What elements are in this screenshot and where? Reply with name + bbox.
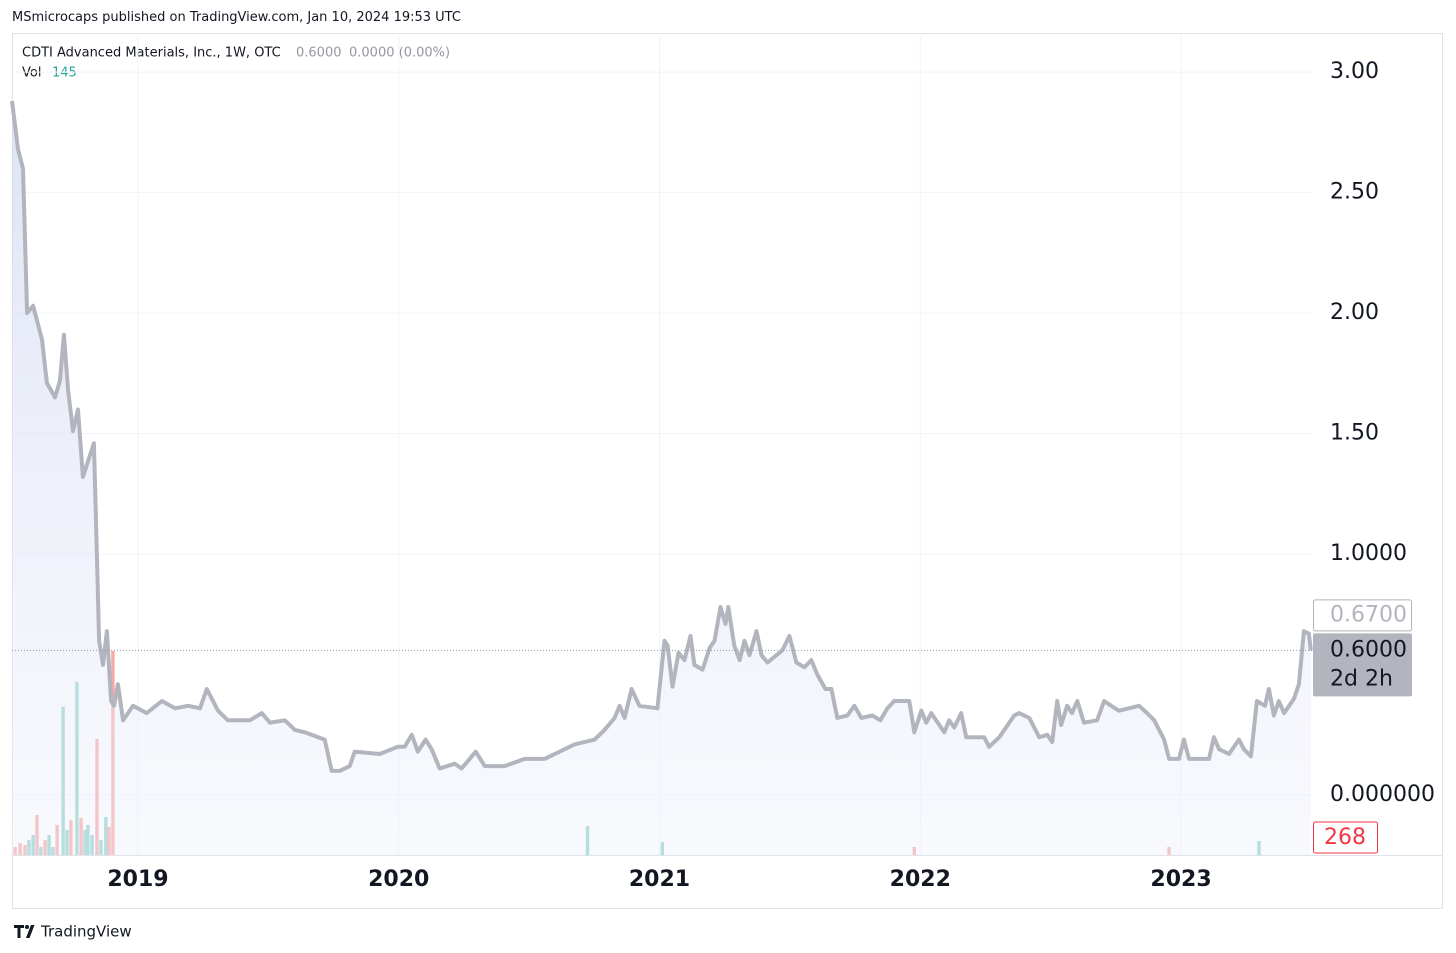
footer-brand: TradingView [40, 923, 132, 941]
footer-logo [14, 925, 35, 938]
x-tick-label: 2022 [890, 867, 951, 892]
y-tick-label: 1.50 [1330, 421, 1379, 446]
y-tick-label: 0.000000 [1330, 782, 1435, 807]
y-tick-label: 1.0000 [1330, 541, 1407, 566]
y-tick-label: 3.00 [1330, 59, 1379, 84]
prev-close-box [1313, 599, 1412, 632]
volume-last-label: 268 [1324, 825, 1366, 850]
legend-volume-value: 145 [52, 66, 77, 81]
publisher-line: MSmicrocaps published on TradingView.com… [12, 10, 461, 25]
x-tick-label: 2021 [629, 867, 690, 892]
y-tick-label: 2.50 [1330, 180, 1379, 205]
x-tick-label: 2020 [368, 867, 429, 892]
volume-last-box [1313, 821, 1378, 854]
chart-title: CDTI Advanced Materials, Inc., 1W, OTC [22, 46, 281, 61]
last-price-box [1313, 633, 1412, 697]
price-line [10, 100, 1313, 773]
last-price-label: 0.6000 [1330, 637, 1407, 662]
x-tick-label: 2023 [1150, 867, 1211, 892]
legend-change: 0.0000 (0.00%) [349, 46, 450, 61]
legend-price: 0.6000 [296, 46, 342, 61]
prev-close-label: 0.6700 [1330, 602, 1407, 627]
logo-icon [14, 925, 35, 938]
area-fill [12, 101, 1311, 855]
logo-dot [25, 925, 29, 929]
x-tick-label: 2019 [107, 867, 168, 892]
legend-volume-name: Vol [22, 66, 41, 81]
countdown-label: 2d 2h [1330, 666, 1393, 691]
y-tick-label: 2.00 [1330, 300, 1379, 325]
